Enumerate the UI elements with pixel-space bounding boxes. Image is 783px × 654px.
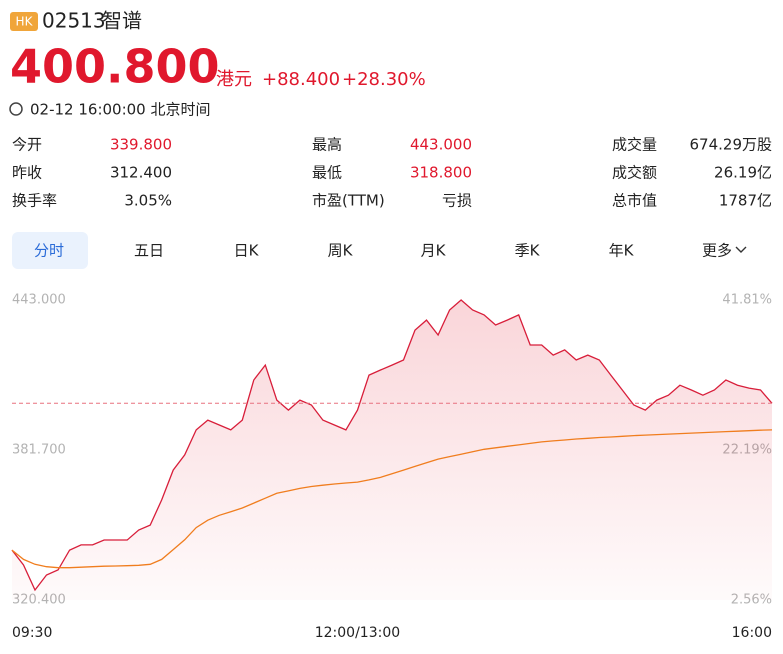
- price-line: [11, 299, 773, 592]
- stat-label: 今开: [12, 136, 42, 154]
- x-tick-label: 16:00: [732, 625, 772, 641]
- y2-tick-label: 41.81%: [722, 293, 772, 308]
- code: 02513: [42, 9, 106, 33]
- stock-name: 智谱: [102, 9, 142, 33]
- stat-value: 3.05%: [124, 192, 172, 210]
- active-tab-bg: [12, 232, 88, 269]
- time: 02-12 16:00:00 北京时间: [30, 101, 211, 119]
- x-tick-label: 09:30: [12, 625, 52, 641]
- y-tick-label: 381.700: [12, 443, 66, 458]
- change-pct: +28.30%: [342, 69, 426, 90]
- stat-label: 最低: [312, 164, 342, 182]
- tabs: 分时 五日 日K 周K 月K 季K 年K 更多: [34, 242, 732, 260]
- market-badge: [10, 12, 38, 31]
- tab[interactable]: 月K: [421, 242, 447, 260]
- stat-label: 换手率: [12, 192, 57, 210]
- tab[interactable]: 五日: [134, 242, 164, 260]
- stat-value: 1787亿: [719, 192, 772, 210]
- stat-label: 总市值: [612, 192, 657, 210]
- market: HK: [16, 15, 34, 29]
- stat-label: 昨收: [12, 164, 42, 182]
- tab[interactable]: 更多: [702, 242, 732, 260]
- chevron: [735, 246, 747, 253]
- stat-value: 312.400: [110, 164, 172, 182]
- y-tick-label: 443.000: [12, 293, 66, 308]
- stat-label: 最高: [312, 136, 342, 154]
- stat-value: 339.800: [110, 136, 172, 154]
- stat-value: 26.19亿: [714, 164, 772, 182]
- tab[interactable]: 分时: [34, 242, 64, 260]
- tab[interactable]: 周K: [328, 242, 354, 260]
- chart: 443.000381.700320.40041.81%22.19%2.56%09…: [11, 293, 773, 641]
- stat-label: 市盈(TTM): [312, 192, 385, 210]
- stat-value: 443.000: [410, 136, 472, 154]
- stat-value: 674.29万股: [690, 136, 773, 154]
- average-line: [11, 429, 773, 569]
- x-tick-label: 12:00/13:00: [315, 625, 400, 641]
- clock-icon: [9, 102, 23, 116]
- change: +88.400: [262, 69, 340, 90]
- price: 400.800: [10, 40, 220, 94]
- stat-label: 成交额: [612, 164, 657, 182]
- tab[interactable]: 年K: [609, 242, 635, 260]
- currency: 港元: [216, 69, 252, 90]
- stat-value: 318.800: [410, 164, 472, 182]
- stat-label: 成交量: [612, 136, 657, 154]
- price-area: [12, 300, 772, 600]
- stat-value: 亏损: [442, 192, 472, 210]
- tab[interactable]: 日K: [234, 242, 260, 260]
- tab[interactable]: 季K: [515, 242, 541, 260]
